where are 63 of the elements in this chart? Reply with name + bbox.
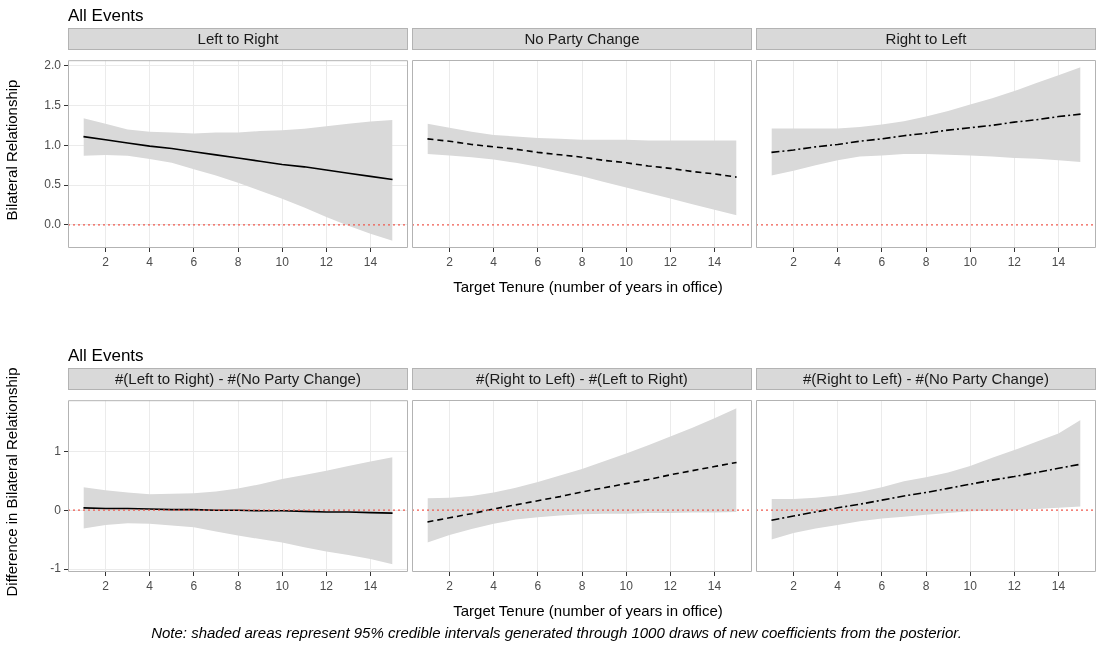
chart-title: #(Right to Left) - #(No Party Change) [756, 368, 1096, 390]
x-tick-label: 10 [275, 578, 290, 593]
y-tick-label: 0 [54, 502, 62, 517]
x-tick-label: 4 [146, 578, 154, 593]
chart-subtitle: All Events [68, 346, 145, 367]
x-tick-label: 2 [446, 578, 454, 593]
x-tick-label: 8 [922, 254, 930, 269]
y-axis-title: Bilateral Relationship [2, 79, 20, 221]
x-tick-label: 6 [534, 578, 542, 593]
x-tick-label: 4 [834, 578, 842, 593]
x-tick-label: 4 [490, 254, 498, 269]
x-tick-label: 6 [534, 254, 542, 269]
x-tick-label: 4 [490, 578, 498, 593]
x-tick-label: 2 [102, 254, 110, 269]
chart-title: No Party Change [412, 28, 752, 50]
x-tick-label: 2 [446, 254, 454, 269]
x-tick-label: 10 [619, 254, 634, 269]
x-tick-label: 6 [190, 254, 198, 269]
x-tick-label: 12 [1007, 254, 1022, 269]
x-axis-title: Target Tenure (number of years in office) [452, 278, 724, 295]
x-tick-label: 4 [146, 254, 154, 269]
x-tick-label: 8 [578, 254, 586, 269]
x-tick-label: 10 [963, 578, 978, 593]
x-tick-label: 10 [275, 254, 290, 269]
y-tick-label: 1.5 [44, 97, 62, 112]
chart-title: Right to Left [756, 28, 1096, 50]
x-tick-label: 10 [963, 254, 978, 269]
x-tick-label: 8 [578, 578, 586, 593]
chart-title: #(Left to Right) - #(No Party Change) [68, 368, 408, 390]
x-tick-label: 14 [707, 578, 722, 593]
x-tick-label: 6 [190, 578, 198, 593]
x-tick-label: 6 [878, 254, 886, 269]
x-tick-label: 12 [663, 254, 678, 269]
x-tick-label: 8 [234, 578, 242, 593]
x-tick-label: 12 [663, 578, 678, 593]
y-tick-label: 2.0 [44, 58, 62, 73]
chart-subtitle: All Events [68, 6, 145, 27]
x-tick-label: 12 [319, 578, 334, 593]
y-tick-label: 1 [54, 443, 62, 458]
x-tick-label: 14 [363, 578, 378, 593]
x-tick-label: 4 [834, 254, 842, 269]
chart-title: #(Right to Left) - #(Left to Right) [412, 368, 752, 390]
x-tick-label: 12 [1007, 578, 1022, 593]
y-tick-label: 0.5 [44, 177, 62, 192]
chart-title: Left to Right [68, 28, 408, 50]
x-tick-label: 2 [102, 578, 110, 593]
x-tick-label: 14 [707, 254, 722, 269]
x-tick-label: 14 [1051, 578, 1066, 593]
x-tick-label: 6 [878, 578, 886, 593]
x-tick-label: 2 [790, 578, 798, 593]
x-axis-title: Target Tenure (number of years in office) [452, 602, 724, 619]
x-tick-label: 8 [922, 578, 930, 593]
x-tick-label: 2 [790, 254, 798, 269]
x-tick-label: 14 [363, 254, 378, 269]
y-axis-title: Difference in Bilateral Relationship [2, 367, 20, 597]
x-tick-label: 8 [234, 254, 242, 269]
x-tick-label: 10 [619, 578, 634, 593]
x-tick-label: 12 [319, 254, 334, 269]
y-tick-label: 1.0 [44, 137, 62, 152]
y-tick-label: 0.0 [44, 217, 62, 232]
y-tick-label: -1 [50, 561, 62, 576]
x-tick-label: 14 [1051, 254, 1066, 269]
text: Note: shaded areas represent 95% credible intervals generated through 1000 draws of new coefficients from the posterior. [150, 624, 963, 641]
